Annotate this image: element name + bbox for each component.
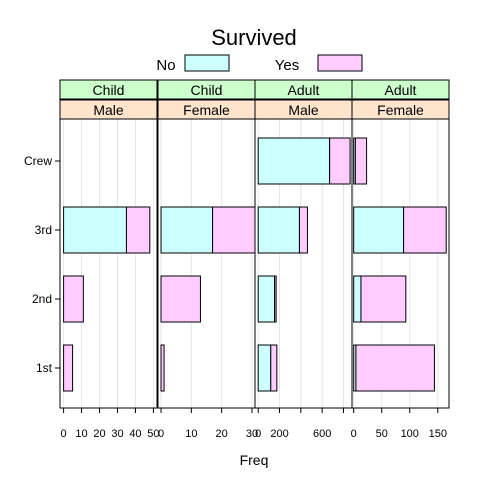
- strip-top-label: Child: [93, 82, 125, 98]
- strip-top-label: Child: [191, 82, 223, 98]
- bar-yes-1st-panel-3: [270, 344, 278, 392]
- bar-no-2nd-panel-4: [353, 275, 362, 323]
- bar-yes-2nd-panel-3: [274, 275, 277, 323]
- x-tick-label: 0: [255, 428, 261, 440]
- bar-no-3rd-panel-2: [160, 206, 214, 254]
- strip-top-label: Adult: [385, 82, 417, 98]
- bar-yes-crew-panel-3: [329, 137, 351, 185]
- legend-label-yes: Yes: [275, 57, 299, 74]
- x-tick-label: 30: [111, 428, 123, 440]
- category-labels: Crew 3rd 2nd 1st: [24, 154, 60, 375]
- bar-yes-2nd-panel-2: [160, 275, 201, 323]
- category-label-2nd: 2nd: [32, 292, 52, 306]
- category-label-1st: 1st: [36, 361, 53, 375]
- x-tick-label: 20: [93, 428, 105, 440]
- bar-yes-1st-panel-4: [355, 344, 435, 392]
- bar-yes-2nd-panel-4: [360, 275, 407, 323]
- legend: No Yes: [156, 54, 363, 74]
- bar-no-3rd-panel-1: [63, 206, 127, 254]
- bar-yes-3rd-panel-3: [298, 206, 308, 254]
- x-tick-label: 40: [129, 428, 141, 440]
- legend-label-no: No: [156, 57, 175, 74]
- strip-bottom-label: Female: [183, 102, 230, 118]
- strip-top-panel-1: [59, 79, 158, 100]
- bar-yes-1st-panel-1: [63, 344, 74, 392]
- panel-1: Child Male 0 10 20 30 40 50: [59, 79, 160, 440]
- bar-yes-3rd-panel-4: [403, 206, 447, 254]
- x-tick-label: 10: [185, 428, 197, 440]
- x-tick-label: 10: [75, 428, 87, 440]
- panel-3: Adult Male 0 200 600: [254, 79, 353, 440]
- strip-top-panel-4: [351, 79, 450, 100]
- strip-top-label: Adult: [288, 82, 320, 98]
- bar-no-crew-panel-3: [257, 137, 331, 185]
- panel-4: Adult Female 0 50 100 150: [351, 79, 450, 440]
- panel-frame-4: [351, 118, 450, 409]
- bar-no-1st-panel-3: [257, 344, 272, 392]
- x-tick-label: 200: [270, 428, 288, 440]
- legend-swatch-no: [184, 54, 230, 72]
- bar-yes-crew-panel-4: [354, 137, 368, 185]
- bar-yes-3rd-panel-2: [212, 206, 256, 254]
- x-tick-label: 20: [216, 428, 228, 440]
- x-tick-label: 100: [401, 428, 419, 440]
- bar-no-2nd-panel-3: [257, 275, 276, 323]
- panel-frame-2: [157, 118, 256, 409]
- bar-yes-3rd-panel-1: [125, 206, 151, 254]
- chart-title: Survived: [211, 25, 297, 50]
- x-axis-label: Freq: [240, 452, 269, 468]
- x-tick-label: 150: [429, 428, 447, 440]
- category-label-crew: Crew: [24, 154, 52, 168]
- panel-frame-1: [59, 118, 158, 409]
- panel-2: Child Female 0 10 20 30: [157, 79, 258, 440]
- category-label-3rd: 3rd: [35, 223, 52, 237]
- x-tick-label: 0: [158, 428, 164, 440]
- legend-swatch-yes: [317, 54, 363, 72]
- x-tick-label: 600: [313, 428, 331, 440]
- x-tick-label: 50: [376, 428, 388, 440]
- x-tick-label: 30: [246, 428, 258, 440]
- strip-bottom-label: Male: [288, 102, 319, 118]
- bar-yes-2nd-panel-1: [63, 275, 84, 323]
- strip-bottom-label: Male: [93, 102, 124, 118]
- x-tick-label: 50: [147, 428, 159, 440]
- strip-bottom-label: Female: [377, 102, 424, 118]
- bar-yes-1st-panel-2: [160, 344, 165, 392]
- x-tick-label: 0: [351, 428, 357, 440]
- x-tick-label: 0: [61, 428, 67, 440]
- bar-no-3rd-panel-3: [257, 206, 300, 254]
- bar-no-3rd-panel-4: [353, 206, 405, 254]
